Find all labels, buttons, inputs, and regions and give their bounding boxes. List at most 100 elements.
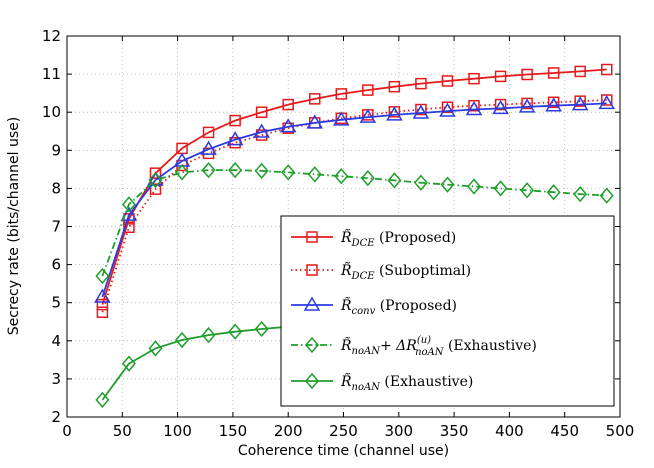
data-point (494, 98, 507, 111)
legend-label-part: noAN (352, 346, 382, 357)
data-point (281, 164, 296, 181)
series-3 (95, 161, 614, 285)
data-point (441, 75, 454, 87)
y-tick-label: 4 (51, 332, 61, 350)
data-point (360, 169, 375, 187)
data-point (254, 162, 269, 180)
data-point (334, 168, 349, 185)
data-point (307, 166, 322, 183)
series-0 (96, 63, 613, 311)
data-point (175, 164, 190, 181)
legend-marker (303, 296, 321, 311)
data-point (123, 221, 135, 234)
y-tick-label: 11 (42, 65, 61, 83)
legend-label-part: conv (352, 306, 376, 317)
data-point (120, 206, 138, 221)
y-tick-label: 12 (42, 27, 61, 45)
data-point (521, 68, 533, 81)
x-tick-label: 150 (219, 422, 248, 440)
data-point (386, 106, 403, 121)
data-point (175, 331, 190, 349)
data-point (465, 101, 483, 116)
data-point (95, 391, 110, 409)
data-point (282, 98, 294, 111)
legend-marker (305, 372, 319, 390)
data-point (599, 187, 614, 204)
data-point (228, 161, 243, 179)
data-point (362, 84, 374, 96)
data-point (279, 118, 297, 133)
data-point (200, 140, 217, 155)
y-tick-label: 8 (51, 179, 61, 197)
y-tick-label: 7 (51, 218, 61, 236)
x-tick-label: 50 (113, 422, 132, 440)
data-point (121, 196, 136, 213)
legend-label-part: DCE (351, 271, 376, 282)
legend-label-part: R̃ (340, 261, 352, 279)
data-point (201, 326, 216, 344)
data-point (387, 172, 402, 189)
data-point (226, 131, 244, 146)
x-tick-label: 300 (384, 422, 413, 440)
legend-label: R̃noAN (Exhaustive) (340, 372, 473, 393)
data-point (415, 77, 427, 90)
data-point (388, 80, 401, 93)
data-point (468, 99, 480, 112)
data-point (335, 88, 348, 100)
data-point (94, 288, 111, 303)
series-line (101, 169, 607, 277)
data-point (545, 97, 562, 112)
x-tick-label: 0 (62, 422, 72, 440)
legend-label-part: (Proposed) (375, 298, 457, 314)
series-2 (94, 94, 616, 303)
legend-label-part: R̃ (340, 228, 352, 246)
y-axis-label: Secrecy rate (bits/channel use) (6, 117, 22, 335)
data-point (413, 174, 428, 191)
legend-label: R̃noAN+ ΔR(u) noAN (Exhaustive) (340, 335, 537, 358)
legend-label-part: + ΔR (380, 338, 417, 354)
data-point (573, 185, 588, 203)
data-point (412, 104, 430, 119)
data-point (546, 184, 561, 201)
x-tick-label: 100 (163, 422, 192, 440)
data-point (306, 114, 324, 129)
legend-label-part: DCE (351, 238, 376, 249)
data-point (493, 180, 508, 197)
data-point (441, 101, 454, 113)
data-point (201, 161, 216, 179)
data-point (468, 72, 480, 85)
data-point (574, 65, 586, 78)
axis-ticks: 0 50 100 150 200 250 300 350 400 450 500 2 3 4 5 6 7 8 9 10… (42, 27, 634, 440)
x-tick-label: 500 (606, 422, 635, 440)
data-point (149, 183, 162, 195)
data-point (359, 108, 377, 123)
y-tick-label: 9 (51, 141, 61, 159)
data-point (332, 111, 350, 126)
legend-label: R̃DCE (Suboptimal) (340, 261, 471, 282)
legend-label-part: (Suboptimal) (375, 263, 472, 279)
legend-label-part: (Exhaustive) (444, 338, 537, 354)
y-tick-label: 2 (51, 408, 61, 426)
data-point (253, 123, 270, 138)
legend-label-part: (Proposed) (375, 230, 457, 246)
x-axis-label: Coherence time (channel use) (238, 443, 449, 459)
x-tick-label: 200 (274, 422, 303, 440)
data-point (494, 70, 507, 83)
x-tick-label: 400 (495, 422, 524, 440)
data-point (254, 320, 269, 338)
data-point (148, 340, 163, 357)
y-tick-label: 10 (42, 103, 61, 121)
data-point (492, 99, 509, 115)
data-point (467, 178, 481, 195)
y-tick-label: 3 (51, 370, 61, 388)
legend-label-part: (u) (417, 335, 431, 346)
x-tick-label: 350 (440, 422, 469, 440)
legend-marker (305, 336, 319, 354)
data-point (308, 93, 321, 105)
legend-label-part: R̃ (340, 296, 352, 314)
legend-label-part: R̃ (340, 372, 352, 390)
legend-label-part: R̃ (340, 336, 352, 354)
x-tick-label: 250 (329, 422, 358, 440)
data-point (598, 94, 616, 110)
